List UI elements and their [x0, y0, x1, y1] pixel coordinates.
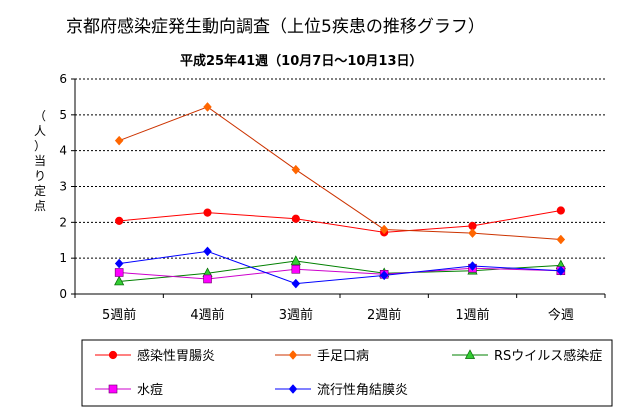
chart-title: 京都府感染症発生動向調査（上位5疾患の推移グラフ）: [66, 17, 485, 37]
legend-label: 感染性胃腸炎: [137, 348, 215, 364]
data-point: [556, 234, 566, 245]
series-line: [119, 250, 561, 285]
y-tick-label: 4: [59, 144, 67, 158]
data-point: [291, 164, 301, 175]
legend-box: [81, 339, 613, 407]
y-axis-label-char: 当: [34, 154, 46, 168]
x-tick-label: 3週前: [279, 307, 313, 323]
legend-marker: [464, 349, 476, 359]
data-point: [114, 275, 125, 286]
series-line: [119, 260, 561, 282]
legend-marker: [288, 384, 298, 394]
data-point: [203, 246, 212, 257]
y-axis-label-char: ）: [34, 139, 46, 153]
y-axis-label-char: （: [34, 109, 46, 123]
data-point: [556, 265, 566, 276]
x-tick-label: 5週前: [102, 307, 136, 323]
y-tick-label: 3: [59, 180, 67, 194]
y-tick-label: 1: [59, 251, 67, 265]
y-tick-label: 0: [59, 287, 67, 301]
data-point: [379, 224, 389, 235]
data-point: [291, 264, 301, 274]
y-axis-label-char: 人: [34, 124, 46, 138]
data-point: [203, 274, 212, 284]
series-line: [118, 106, 561, 241]
series-line: [119, 210, 561, 233]
legend-label: 流行性角結膜炎: [317, 383, 408, 398]
legend-label: RSウイルス感染症: [494, 348, 602, 364]
y-axis-label-char: り: [34, 169, 46, 183]
x-tick-label: 2週前: [367, 307, 401, 323]
data-point: [114, 135, 124, 146]
y-tick-label: 6: [59, 72, 67, 86]
data-point: [114, 258, 124, 269]
data-point: [556, 206, 565, 215]
legend-label: 水痘: [137, 383, 163, 398]
data-point: [468, 228, 477, 238]
y-tick-label: 5: [59, 108, 67, 122]
data-point: [290, 255, 301, 265]
data-point: [114, 268, 124, 277]
data-point: [115, 216, 124, 225]
x-tick-label: 4週前: [190, 307, 224, 323]
y-tick-label: 2: [59, 215, 67, 229]
data-point: [291, 214, 300, 223]
data-point: [379, 270, 389, 281]
chart-subtitle: 平成25年41週（10月7日〜10月13日）: [180, 53, 423, 69]
x-tick-label: 1週前: [455, 307, 489, 323]
y-axis-label-char: 定: [34, 183, 46, 198]
legend-marker: [108, 350, 118, 360]
y-axis-label-char: 点: [34, 199, 46, 213]
legend-label: 手足口病: [317, 349, 369, 364]
data-point: [203, 208, 212, 217]
legend-marker: [108, 384, 118, 394]
series-line: [119, 267, 561, 280]
data-point: [291, 278, 301, 289]
data-point: [468, 261, 477, 271]
legend-marker: [288, 350, 298, 360]
data-point: [203, 102, 212, 112]
x-tick-label: 今週: [548, 307, 574, 323]
